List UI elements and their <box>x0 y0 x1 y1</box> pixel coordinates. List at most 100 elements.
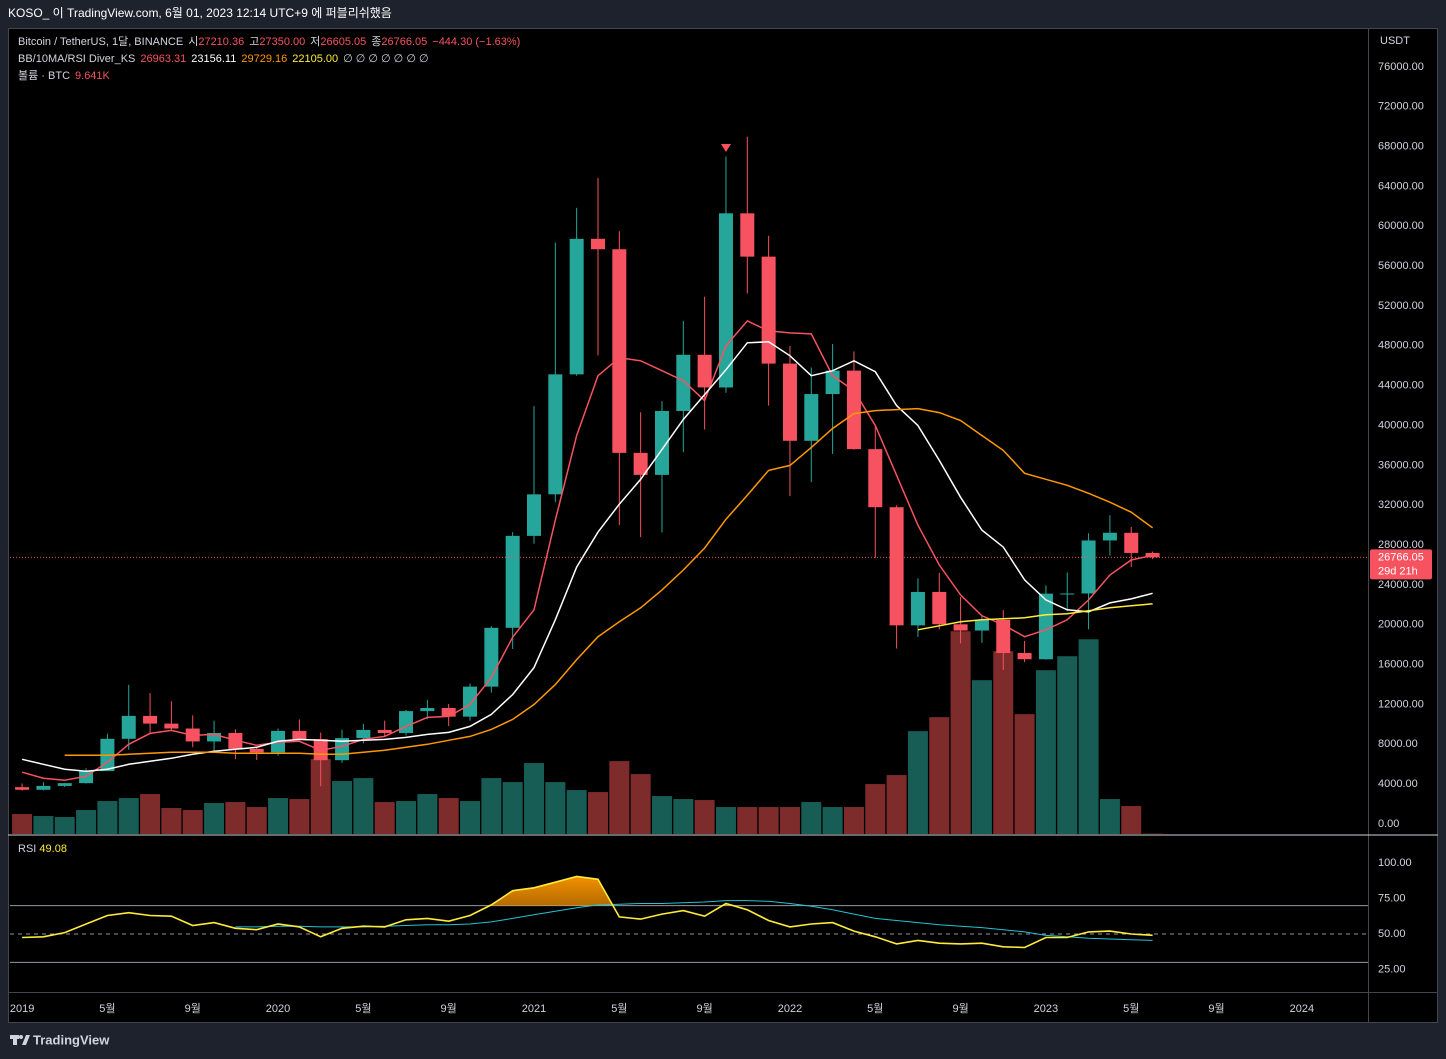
x-tick-label: 5월 <box>611 1002 627 1015</box>
y-tick-label: 4000.00 <box>1378 778 1418 790</box>
volume-bar <box>1078 639 1099 834</box>
countdown-label: 29d 21h <box>1378 565 1418 577</box>
y-tick-label: 28000.00 <box>1378 539 1424 551</box>
volume-bar <box>1014 714 1035 834</box>
candle-body <box>889 507 904 626</box>
last-price-box <box>1370 549 1432 580</box>
legend-ohlc-prefix: 고 <box>249 36 260 48</box>
legend-indicator-value: 29729.16 <box>241 53 288 65</box>
volume-bar <box>801 802 822 834</box>
y-tick-label: 36000.00 <box>1378 459 1424 471</box>
legend-indicator-value: 26963.31 <box>140 53 187 65</box>
legend-ohlc-prefix: 시 <box>188 36 199 48</box>
last-price-label: 26766.05 <box>1378 551 1424 563</box>
y-tick-label: 0.00 <box>1378 818 1399 830</box>
x-tick-label: 9월 <box>697 1002 713 1015</box>
volume-bar <box>1057 656 1078 834</box>
x-tick-label: 9월 <box>1208 1002 1224 1015</box>
price-pane <box>10 136 1368 834</box>
legend-ohlc-value: 26766.05 <box>381 36 428 48</box>
volume-bar <box>12 814 33 834</box>
volume-bar <box>524 763 545 834</box>
candle-body <box>654 410 669 475</box>
candle-body <box>57 783 72 786</box>
footer-logo: TradingView <box>33 1032 110 1047</box>
volume-bar <box>587 792 608 834</box>
y-tick-label: 16000.00 <box>1378 659 1424 671</box>
legend: Bitcoin / TetherUS, 1달, BINANCE 시27210.36… <box>18 34 525 85</box>
candle-body <box>164 723 179 729</box>
candle-body <box>868 449 883 508</box>
volume-bar <box>779 807 800 834</box>
volume-bar <box>566 790 587 834</box>
volume-bar <box>97 801 118 834</box>
legend-volume: 볼륨 · BTC <box>18 70 71 82</box>
price-unit: USDT <box>1380 35 1410 47</box>
header-text: KOSO_ 이 TradingView.com, 6월 01, 2023 12:… <box>8 6 392 20</box>
indicator-line <box>917 603 1153 631</box>
candle-body <box>910 591 925 626</box>
candle-body <box>953 624 968 631</box>
volume-bar <box>353 778 374 834</box>
candle-body <box>740 213 755 257</box>
y-tick-label: 48000.00 <box>1378 340 1424 352</box>
volume-bar <box>1121 806 1142 834</box>
x-tick-label: 5월 <box>99 1002 115 1015</box>
volume-bar <box>737 807 758 834</box>
volume-bar <box>438 798 459 834</box>
candle-body <box>505 535 520 628</box>
y-tick-label: 72000.00 <box>1378 101 1424 113</box>
candle-body <box>633 452 648 475</box>
volume-bar <box>268 798 289 834</box>
candle-body <box>249 748 264 753</box>
candle-body <box>1081 540 1096 594</box>
candle-body <box>804 394 819 441</box>
volume-bar <box>1035 670 1056 834</box>
x-tick-label: 5월 <box>1123 1002 1139 1015</box>
volume-bar <box>929 717 950 834</box>
legend-change: −444.30 (−1.63%) <box>432 36 521 48</box>
volume-bar <box>502 782 523 834</box>
volume-bar <box>246 807 267 834</box>
volume-bar <box>609 761 630 834</box>
legend-indicator-value: 23156.11 <box>191 53 237 65</box>
legend-indicator-value: 22105.00 <box>292 53 339 65</box>
volume-bar <box>140 794 161 834</box>
volume-bar <box>118 798 139 834</box>
legend-ohlc-value: 27210.36 <box>198 36 245 48</box>
legend-row: BB/10MA/RSI Diver_KS 26963.31 23156.11 2972… <box>18 51 525 68</box>
legend-ohlc-prefix: 종 <box>371 36 382 48</box>
volume-bar <box>417 794 438 834</box>
indicator-line <box>64 407 1154 757</box>
candle-body <box>846 370 861 450</box>
rsi-label: RSI <box>18 843 37 855</box>
legend-indicator-extra: ∅ ∅ ∅ ∅ ∅ ∅ ∅ <box>343 53 429 65</box>
candle-body <box>569 238 584 375</box>
volume-bar <box>396 801 417 834</box>
x-tick-label: 9월 <box>441 1002 457 1015</box>
y-tick-label: 60000.00 <box>1378 220 1424 232</box>
candle-body <box>356 729 371 739</box>
volume-bar <box>907 731 928 834</box>
candle-body <box>1102 532 1117 541</box>
x-tick-label: 2019 <box>10 1003 34 1015</box>
candle-body <box>143 715 158 724</box>
volume-bar <box>310 759 331 834</box>
y-tick-label: 44000.00 <box>1378 380 1424 392</box>
volume-bar <box>950 631 971 834</box>
candle-body <box>1124 532 1139 553</box>
x-tick-label: 2021 <box>522 1003 546 1015</box>
volume-bar <box>481 778 502 834</box>
y-tick-label: 52000.00 <box>1378 300 1424 312</box>
candle-body <box>676 354 691 411</box>
candle-body <box>1060 593 1075 595</box>
candle-body <box>441 707 456 717</box>
candle-body <box>15 787 30 790</box>
candle-body <box>399 711 414 733</box>
candle-body <box>207 732 222 742</box>
candle-body <box>292 730 307 740</box>
volume-bar <box>225 802 246 834</box>
candle-body <box>121 715 136 739</box>
legend-ohlc-value: 27350.00 <box>259 36 306 48</box>
candle-body <box>590 238 605 250</box>
